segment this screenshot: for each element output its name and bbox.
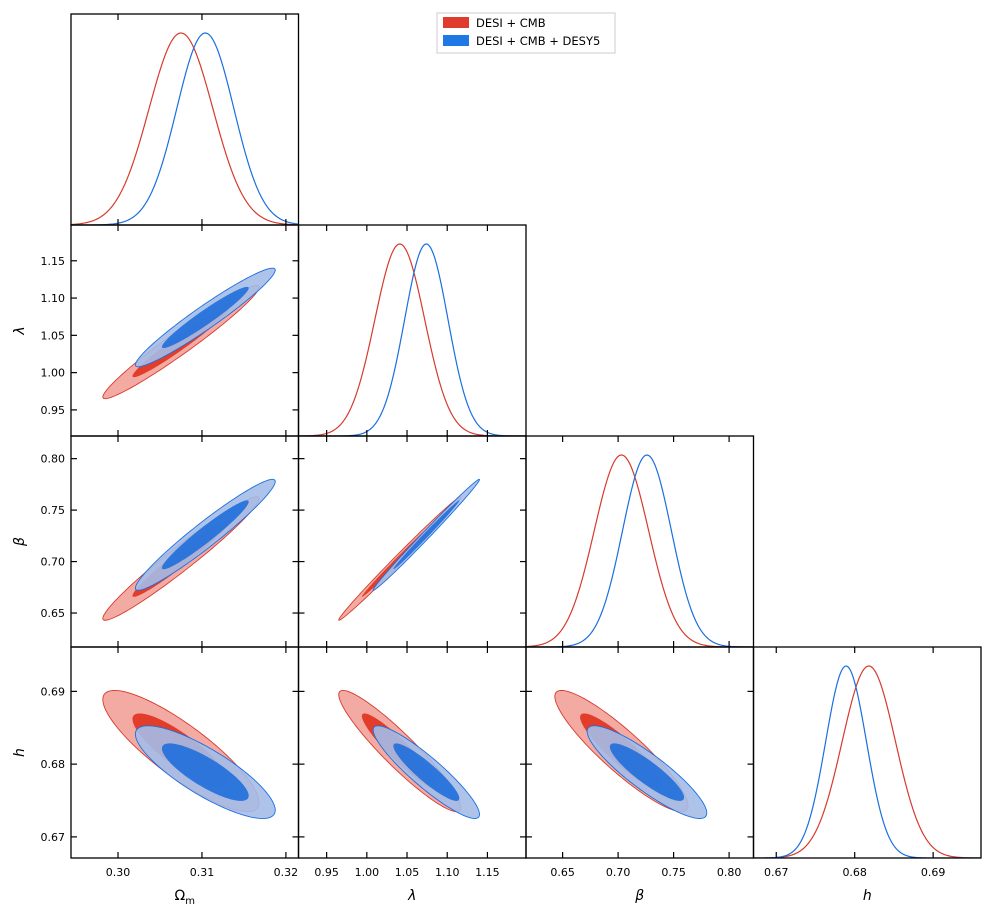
- y-tick-label-lam: 0.95: [41, 404, 66, 417]
- ticks-1-1: [326, 225, 489, 436]
- y-tick-label-h: 0.67: [41, 831, 66, 844]
- x-tick-label-lam: 1.10: [435, 866, 460, 879]
- legend-label-desi-cmb: DESI + CMB: [476, 16, 546, 30]
- y-tick-label-beta: 0.75: [41, 504, 66, 517]
- x-axis-label-h: h: [863, 888, 872, 904]
- marginal-curve-desi-cmb-desy5: [71, 32, 299, 225]
- marginal-panel-beta: [526, 454, 754, 647]
- y-tick-label-h: 0.69: [41, 685, 66, 698]
- contour-68-desi-cmb-desy5: [161, 743, 249, 801]
- ticks-0-0: [117, 14, 287, 225]
- marginal-panel-om: [71, 32, 299, 225]
- y-tick-label-lam: 1.15: [41, 255, 66, 268]
- x-tick-label-beta: 0.65: [550, 866, 575, 879]
- panel-frame-2-2: [525, 435, 755, 648]
- panel-frame-0-0: [70, 13, 300, 226]
- panels-layer: 0.30 0.31 0.32 Ωm 0.95 1.00 1.05 1.10 1.15 λ 0.65 0…: [12, 13, 982, 907]
- ticks-3-1: [298, 647, 526, 858]
- x-tick-label-om: 0.32: [274, 866, 299, 879]
- y-tick-label-h: 0.68: [41, 758, 66, 771]
- marginal-panel-lam: [298, 243, 526, 436]
- y-tick-label-beta: 0.65: [41, 607, 66, 620]
- contour-panel-lam-vs-om: [102, 267, 276, 400]
- marginal-curve-desi-cmb-desy5: [753, 665, 981, 858]
- ticks-3-0: [71, 647, 299, 858]
- marginal-curve-desi-cmb: [753, 665, 981, 858]
- y-axis-label-h: h: [12, 748, 28, 757]
- contour-68-desi-cmb-desy5: [393, 743, 460, 801]
- x-tick-label-lam: 1.15: [475, 866, 500, 879]
- ticks-2-2: [562, 436, 730, 647]
- y-axis-label-lam: λ: [12, 326, 28, 335]
- y-tick-label-beta: 0.80: [41, 453, 66, 466]
- legend: DESI + CMB DESI + CMB + DESY5: [436, 12, 616, 54]
- ticks-2-0: [71, 436, 299, 647]
- x-tick-label-h: 0.69: [921, 866, 946, 879]
- y-tick-label-lam: 1.05: [41, 329, 66, 342]
- ticks-3-2: [526, 647, 754, 858]
- contour-panel-beta-vs-lam: [338, 478, 480, 621]
- y-tick-label-lam: 1.10: [41, 292, 66, 305]
- x-axis-label-beta: β: [634, 888, 644, 904]
- x-tick-label-lam: 1.05: [395, 866, 420, 879]
- contour-68-desi-cmb-desy5: [161, 286, 249, 349]
- x-tick-label-beta: 0.75: [661, 866, 686, 879]
- contour-68-desi-cmb-desy5: [609, 743, 685, 801]
- x-tick-label-beta: 0.70: [606, 866, 631, 879]
- contour-68-desi-cmb-desy5: [161, 500, 249, 570]
- marginal-curve-desi-cmb-desy5: [526, 454, 754, 647]
- x-tick-label-beta: 0.80: [717, 866, 742, 879]
- contour-panel-h-vs-om: [102, 689, 276, 819]
- panel-frame-1-1: [297, 224, 527, 437]
- x-tick-label-om: 0.30: [106, 866, 131, 879]
- marginal-panel-h: [753, 665, 981, 858]
- x-axis-label-lam: λ: [407, 888, 416, 904]
- marginal-curve-desi-cmb: [526, 454, 754, 647]
- x-tick-label-lam: 0.95: [314, 866, 339, 879]
- ticks-2-1: [298, 436, 526, 647]
- ticks-1-0: [71, 225, 299, 436]
- panel-frame-3-3: [752, 646, 982, 859]
- contour-68-desi-cmb-desy5: [393, 500, 460, 570]
- x-tick-label-lam: 1.00: [355, 866, 380, 879]
- x-axis-label-om: Ωm: [175, 888, 195, 907]
- ticks-3-3: [775, 647, 934, 858]
- x-tick-label-om: 0.31: [190, 866, 215, 879]
- x-tick-label-h: 0.68: [842, 866, 867, 879]
- contour-panel-h-vs-lam: [338, 689, 480, 819]
- legend-swatch-desi-cmb-desy5: [443, 35, 469, 46]
- x-tick-label-h: 0.67: [764, 866, 789, 879]
- y-tick-label-beta: 0.70: [41, 556, 66, 569]
- contour-panel-h-vs-beta: [554, 689, 708, 819]
- marginal-curve-desi-cmb: [298, 243, 526, 436]
- marginal-curve-desi-cmb-desy5: [298, 243, 526, 436]
- contour-panel-beta-vs-om: [102, 478, 276, 621]
- y-axis-label-beta: β: [12, 537, 28, 547]
- y-tick-label-lam: 1.00: [41, 367, 66, 380]
- legend-swatch-desi-cmb: [443, 17, 469, 28]
- legend-label-desi-cmb-desy5: DESI + CMB + DESY5: [476, 34, 600, 48]
- marginal-curve-desi-cmb: [71, 32, 299, 225]
